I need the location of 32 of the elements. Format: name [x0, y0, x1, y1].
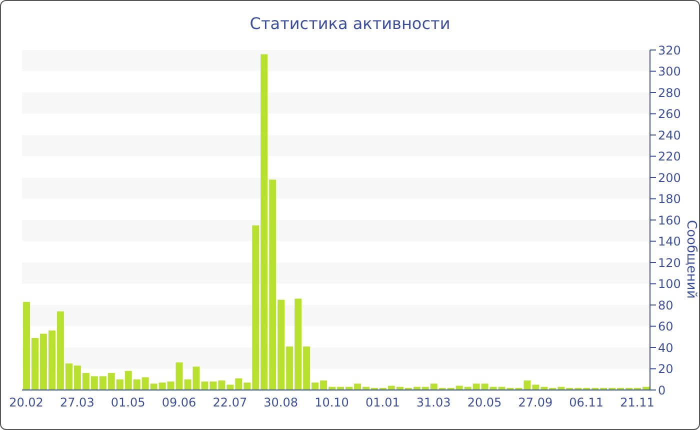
y-tick-label: 60: [658, 320, 674, 334]
y-tick-label: 180: [658, 192, 681, 206]
y-tick-label: 140: [658, 234, 681, 249]
x-tick-label: 01.05: [110, 396, 146, 410]
x-tick-label: 01.01: [365, 396, 400, 410]
y-tick-label: 320: [658, 43, 681, 58]
y-tick-label: 100: [658, 277, 681, 292]
y-tick-label: 200: [658, 170, 681, 185]
x-tick-label: 22.07: [212, 396, 248, 410]
y-tick-label: 280: [658, 86, 681, 100]
x-tick-label: 20.05: [467, 396, 502, 410]
y-tick-label: 300: [658, 64, 681, 79]
y-tick-label: 260: [658, 107, 681, 122]
y-axis-title: Сообщений: [683, 220, 698, 299]
x-tick-label: 06.11: [569, 396, 604, 410]
chart-title: Статистика активности: [248, 14, 452, 33]
x-tick-label: 30.08: [264, 396, 298, 410]
x-tick-label: 09.06: [162, 396, 196, 410]
y-tick-label: 20: [658, 362, 674, 376]
x-tick-label: 10.10: [314, 396, 349, 410]
x-tick-label: 27.03: [60, 396, 94, 410]
y-tick-label: 40: [658, 340, 674, 355]
y-tick-label: 80: [658, 298, 674, 312]
x-tick-label: 31.03: [416, 396, 451, 410]
y-tick-label: 160: [658, 213, 681, 228]
y-tick-label: 220: [658, 150, 681, 164]
x-tick-label: 20.02: [9, 396, 44, 410]
y-tick-label: 240: [658, 128, 681, 142]
x-tick-label: 21.11: [620, 396, 654, 410]
y-tick-label: 0: [658, 383, 666, 398]
x-tick-label: 27.09: [518, 396, 553, 410]
y-tick-label: 120: [658, 256, 681, 270]
